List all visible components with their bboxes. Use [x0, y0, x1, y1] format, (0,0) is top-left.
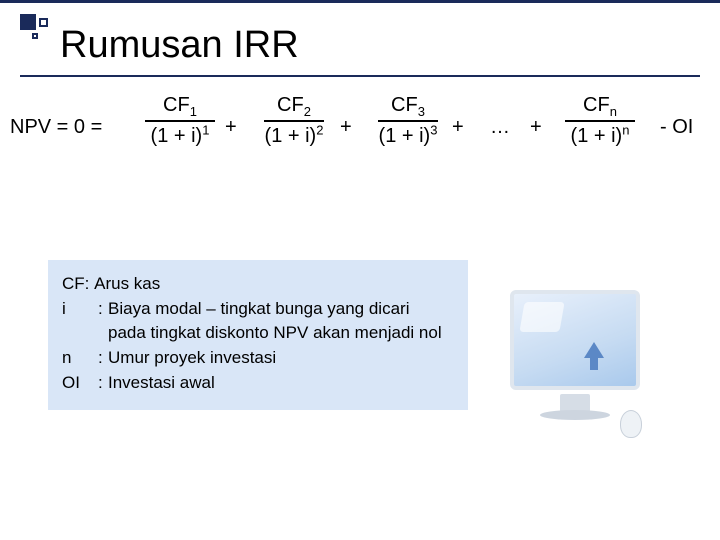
legend-row-oi: OI : Investasi awal [62, 371, 454, 396]
plus-1: + [225, 116, 237, 139]
top-accent-bar [0, 0, 720, 3]
minus-oi: - OI [660, 116, 693, 139]
title-underline [20, 75, 700, 77]
term-2: CF2 (1 + i)2 [254, 94, 334, 148]
term-3: CF3 (1 + i)3 [368, 94, 448, 148]
term-n: CFn (1 + i)n [560, 94, 640, 148]
legend-box: CF: Arus kas i : Biaya modal – tingkat b… [48, 260, 468, 410]
legend-row-cf: CF: Arus kas [62, 272, 454, 297]
computer-clipart [500, 290, 660, 440]
legend-row-n: n : Umur proyek investasi [62, 346, 454, 371]
term-1: CF1 (1 + i)1 [140, 94, 220, 148]
legend-row-i: i : Biaya modal – tingkat bunga yang dic… [62, 297, 454, 322]
slide-title: Rumusan IRR [60, 24, 299, 67]
plus-2: + [340, 116, 352, 139]
legend-row-i-2: pada tingkat diskonto NPV akan menjadi n… [62, 321, 454, 346]
ellipsis: … [490, 116, 510, 139]
formula-lhs: NPV = 0 = [10, 116, 102, 139]
plus-3: + [452, 116, 464, 139]
plus-4: + [530, 116, 542, 139]
